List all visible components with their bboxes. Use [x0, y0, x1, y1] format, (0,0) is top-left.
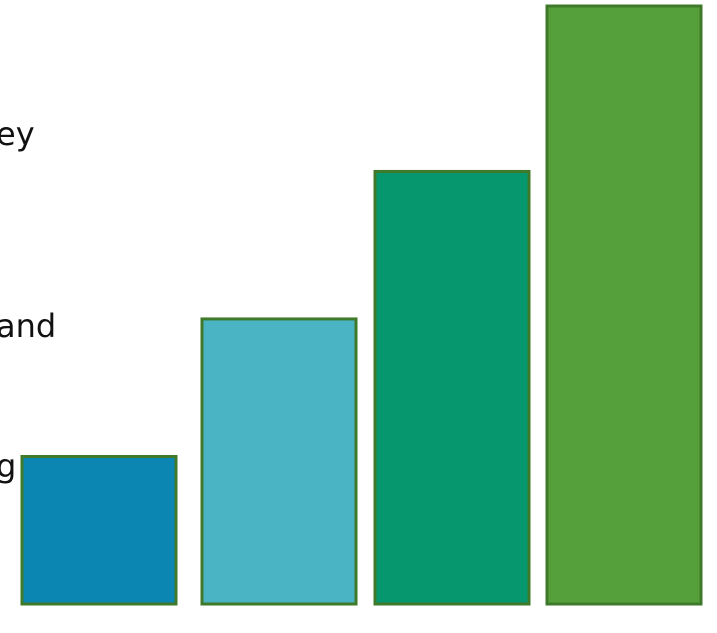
bar-4 — [545, 4, 703, 606]
text-fragment: and — [0, 307, 57, 345]
bar-1 — [20, 454, 178, 606]
text-fragment: g — [0, 447, 17, 485]
text-fragment: ey — [0, 115, 35, 153]
bar-2 — [200, 317, 358, 606]
bar-3 — [373, 169, 531, 606]
